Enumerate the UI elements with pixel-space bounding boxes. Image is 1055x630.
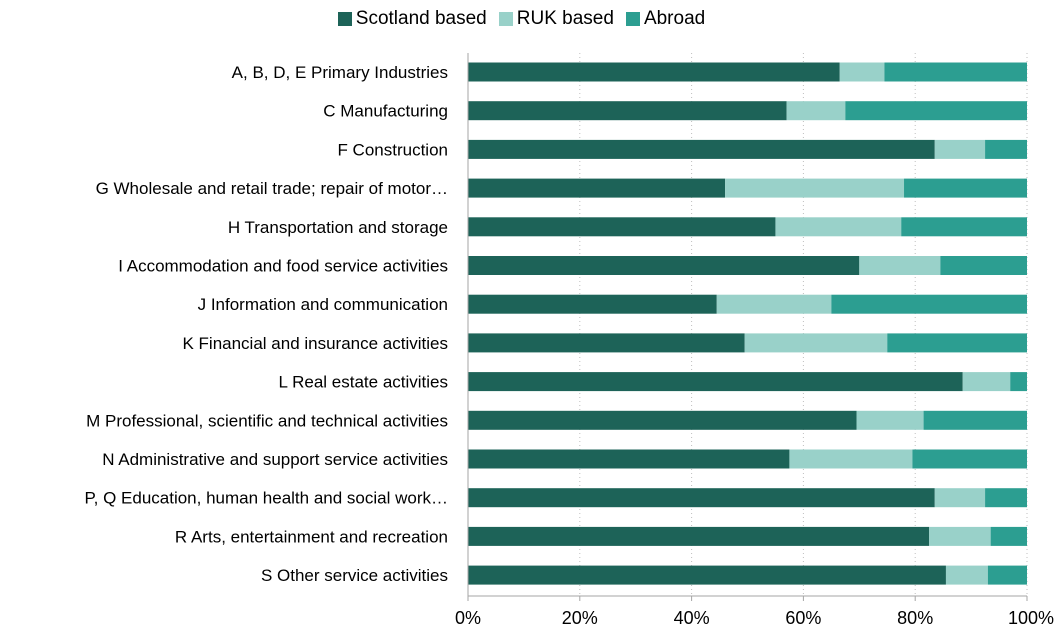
- category-label: J Information and communication: [198, 295, 448, 314]
- x-tick-label: 80%: [897, 608, 933, 628]
- bar-segment-ruk-based: [786, 101, 846, 121]
- bar-segment-ruk-based: [934, 488, 986, 508]
- category-label: C Manufacturing: [323, 102, 448, 121]
- category-label: F Construction: [337, 140, 448, 159]
- category-label: L Real estate activities: [279, 373, 448, 392]
- bar-segment-abroad: [904, 178, 1027, 198]
- legend-label: Scotland based: [355, 8, 487, 29]
- category-label: I Accommodation and food service activit…: [118, 257, 448, 276]
- legend-item: Abroad: [625, 8, 706, 30]
- x-tick-label: 20%: [562, 608, 598, 628]
- category-label: A, B, D, E Primary Industries: [232, 63, 448, 82]
- bar-segment-abroad: [985, 488, 1027, 508]
- category-label: S Other service activities: [261, 566, 448, 585]
- x-tick-label: 100%: [1008, 608, 1054, 628]
- bar-segment-ruk-based: [929, 526, 991, 546]
- bar-segment-scotland-based: [468, 410, 857, 430]
- bar-segment-ruk-based: [744, 333, 888, 353]
- x-tick-label: 0%: [455, 608, 481, 628]
- bar-segment-scotland-based: [468, 333, 745, 353]
- bar-segment-scotland-based: [468, 372, 963, 392]
- bar-segment-abroad: [845, 101, 1027, 121]
- x-tick-label: 40%: [674, 608, 710, 628]
- legend-swatch: [625, 12, 640, 26]
- legend: Scotland based RUK based Abroad: [0, 8, 1055, 32]
- legend-swatch: [498, 12, 513, 26]
- bar-segment-abroad: [887, 333, 1027, 353]
- bar-segment-scotland-based: [468, 488, 935, 508]
- category-label: P, Q Education, human health and social …: [84, 489, 448, 508]
- bar-segment-abroad: [940, 256, 1027, 275]
- category-label: H Transportation and storage: [228, 218, 448, 237]
- category-label: M Professional, scientific and technical…: [86, 411, 448, 430]
- category-label: G Wholesale and retail trade; repair of …: [96, 179, 448, 198]
- bar-segment-abroad: [1010, 372, 1027, 392]
- legend-item: Scotland based: [337, 8, 487, 30]
- bar-segment-abroad: [990, 526, 1027, 546]
- bar-segment-abroad: [912, 449, 1027, 469]
- bar-segment-abroad: [884, 62, 1027, 82]
- legend-item: RUK based: [498, 8, 614, 30]
- bar-segment-ruk-based: [839, 62, 885, 82]
- bar-segment-ruk-based: [962, 372, 1011, 392]
- bar-segment-scotland-based: [468, 565, 946, 585]
- bar-segment-abroad: [987, 565, 1027, 585]
- legend-swatch: [337, 12, 352, 26]
- bar-segment-scotland-based: [468, 178, 726, 198]
- x-tick-label: 60%: [785, 608, 821, 628]
- bar-segment-ruk-based: [859, 256, 941, 275]
- bar-segment-ruk-based: [725, 178, 905, 198]
- bar-segment-scotland-based: [468, 526, 930, 546]
- category-label: K Financial and insurance activities: [182, 334, 448, 353]
- bar-segment-abroad: [923, 410, 1027, 430]
- bar-segment-scotland-based: [468, 62, 840, 82]
- bar-segment-ruk-based: [934, 139, 986, 159]
- category-label: N Administrative and support service act…: [102, 450, 448, 469]
- bar-segment-ruk-based: [775, 217, 902, 237]
- bar-segment-scotland-based: [468, 449, 790, 469]
- bar-segment-scotland-based: [468, 217, 776, 237]
- bar-segment-abroad: [831, 294, 1027, 314]
- bar-segment-ruk-based: [716, 294, 832, 314]
- bar-segment-ruk-based: [789, 449, 913, 469]
- category-label: R Arts, entertainment and recreation: [175, 527, 448, 546]
- bar-segment-ruk-based: [945, 565, 988, 585]
- bar-segment-ruk-based: [856, 410, 924, 430]
- bar-segment-scotland-based: [468, 139, 935, 159]
- legend-label: RUK based: [516, 8, 614, 29]
- bar-segment-scotland-based: [468, 294, 717, 314]
- bar-segment-scotland-based: [468, 256, 860, 275]
- bar-segment-abroad: [901, 217, 1027, 237]
- legend-label: Abroad: [643, 8, 706, 29]
- bar-segment-scotland-based: [468, 101, 787, 121]
- bar-segment-abroad: [985, 139, 1027, 159]
